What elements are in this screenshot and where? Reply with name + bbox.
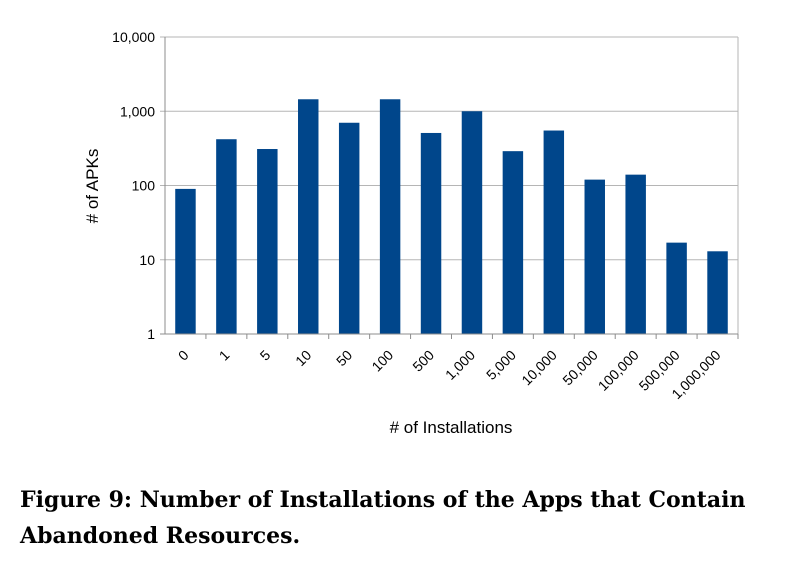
bar: [257, 149, 278, 334]
x-tick-label: 50: [333, 347, 355, 369]
bar: [216, 139, 237, 334]
bar: [666, 242, 687, 334]
x-tick-label: 1,000: [442, 347, 478, 383]
x-tick-label: 10: [292, 347, 314, 369]
y-tick-labels: 1 10 100 1,000 10,000: [112, 29, 155, 342]
axes: [160, 37, 739, 339]
y-axis-title: # of APKs: [83, 149, 102, 224]
bar: [707, 251, 728, 334]
bar: [461, 111, 483, 334]
x-tick-label: 100,000: [595, 347, 642, 394]
x-tick-label: 5: [257, 347, 274, 364]
bars: [175, 99, 728, 335]
bar: [338, 122, 360, 335]
bar: [298, 99, 319, 334]
bar: [502, 151, 524, 334]
bar: [625, 174, 646, 334]
x-tick-labels: 0 1 5 10 50 100 500 1,000 5,000 10,000 50,000100,0…: [175, 347, 724, 403]
gridlines: [160, 36, 738, 335]
x-tick-label: 100: [368, 347, 396, 375]
bar: [175, 188, 196, 334]
y-tick-label: 10,000: [112, 29, 155, 45]
x-tick-label: 10,000: [518, 347, 560, 389]
bar: [584, 179, 605, 334]
bar: [379, 99, 401, 334]
bar: [420, 132, 442, 334]
x-tick-label: 5,000: [483, 347, 519, 383]
x-tick-label: 1: [216, 347, 233, 364]
x-tick-label: 500: [409, 347, 437, 375]
figure-caption: Figure 9: Number of Installations of the…: [20, 487, 746, 549]
x-axis-title: # of Installations: [390, 418, 513, 437]
y-tick-label: 1,000: [120, 103, 155, 119]
bar: [543, 130, 565, 334]
y-tick-label: 10: [139, 252, 155, 268]
y-tick-label: 100: [132, 178, 156, 194]
y-tick-label: 1: [147, 326, 155, 342]
x-tick-label: 0: [175, 347, 192, 364]
